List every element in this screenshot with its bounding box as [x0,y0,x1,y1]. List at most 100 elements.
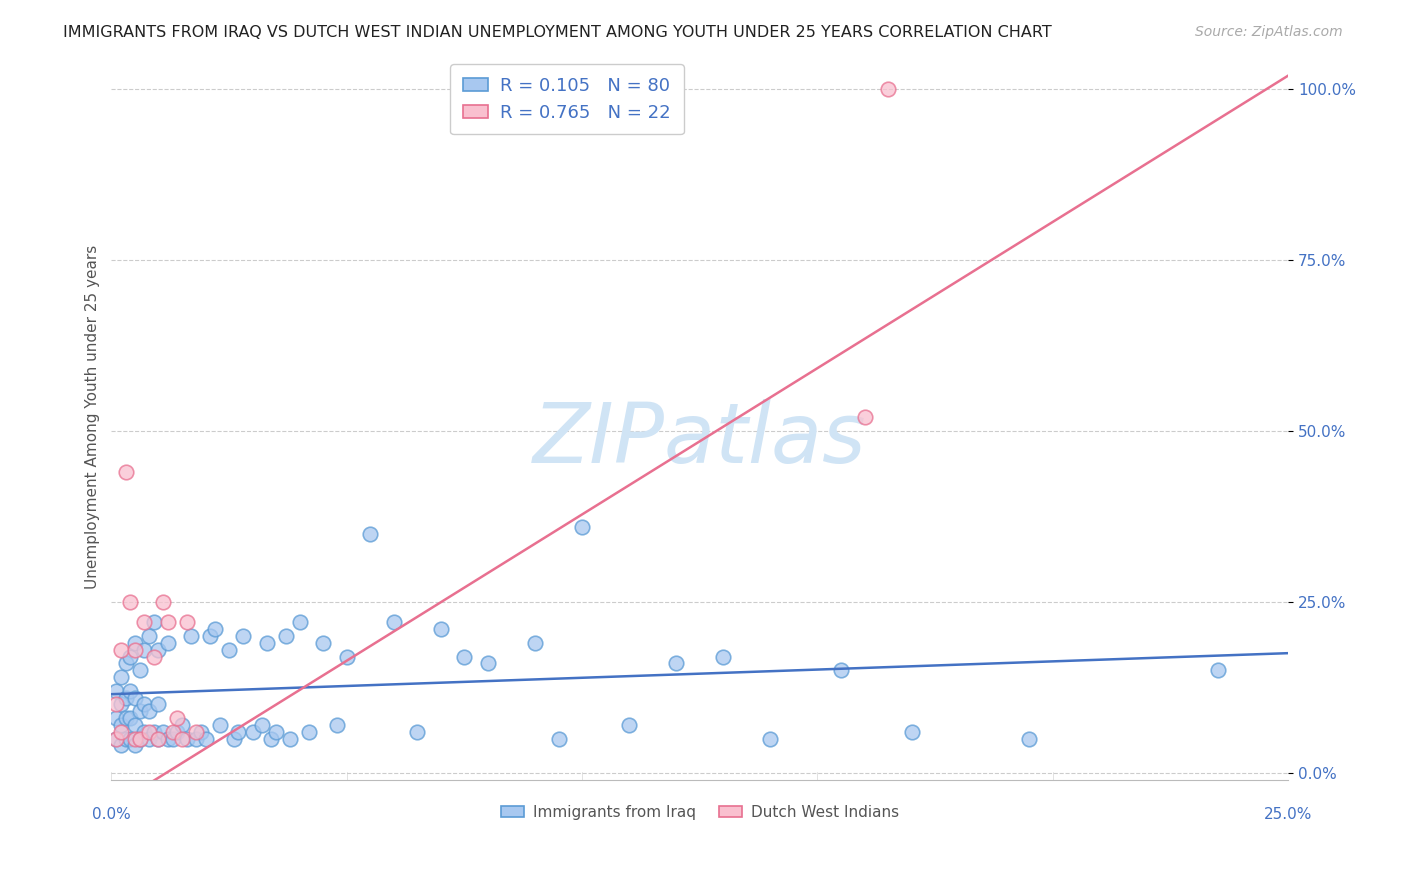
Point [142,649,165,664]
Point [264,724,287,739]
Point [110,739,132,753]
Text: ZIPatlas: ZIPatlas [533,399,866,480]
Point [176,615,198,630]
Point [190,724,212,739]
Point [1018,731,1040,746]
Point [256,636,278,650]
Point [110,724,132,739]
Point [152,724,174,739]
Point [110,698,132,712]
Point [124,636,146,650]
Point [128,704,150,718]
Point [170,731,193,746]
Point [524,636,547,650]
Point [142,615,165,630]
Point [218,642,240,657]
Point [204,622,226,636]
Point [110,718,132,732]
Point [477,657,499,671]
Point [711,649,734,664]
Point [105,711,128,725]
Point [148,731,170,746]
Point [830,663,852,677]
Point [184,731,207,746]
Point [162,724,184,739]
Point [114,711,136,725]
Point [134,615,156,630]
Point [166,711,188,725]
Point [1206,663,1229,677]
Point [382,615,405,630]
Point [105,698,128,712]
Text: IMMIGRANTS FROM IRAQ VS DUTCH WEST INDIAN UNEMPLOYMENT AMONG YOUTH UNDER 25 YEAR: IMMIGRANTS FROM IRAQ VS DUTCH WEST INDIA… [63,25,1052,40]
Point [222,731,245,746]
Point [547,731,569,746]
Point [162,731,184,746]
Point [900,724,922,739]
Point [138,704,160,718]
Point [200,629,222,643]
Point [759,731,782,746]
Point [124,642,146,657]
Point [128,663,150,677]
Point [170,718,193,732]
Point [242,724,264,739]
Point [114,690,136,705]
Point [114,465,136,479]
Point [156,731,179,746]
Point [148,731,170,746]
Point [124,690,146,705]
Point [571,520,593,534]
Point [156,615,179,630]
Point [138,731,160,746]
Point [274,629,297,643]
Point [124,731,146,746]
Point [156,636,179,650]
Point [359,526,381,541]
Point [148,698,170,712]
Point [430,622,453,636]
Point [853,410,876,425]
Point [232,629,254,643]
Point [120,711,142,725]
Point [128,731,150,746]
Point [120,731,142,746]
Point [124,718,146,732]
Point [176,731,198,746]
Point [120,595,142,609]
Text: 0.0%: 0.0% [91,807,131,822]
Point [406,724,429,739]
Point [250,718,273,732]
Point [665,657,688,671]
Point [134,724,156,739]
Point [228,724,250,739]
Point [453,649,475,664]
Point [142,724,165,739]
Point [105,731,128,746]
Text: Source: ZipAtlas.com: Source: ZipAtlas.com [1195,25,1343,39]
Point [114,731,136,746]
Point [877,82,900,96]
Point [208,718,231,732]
Point [120,649,142,664]
Point [105,683,128,698]
Point [128,731,150,746]
Point [288,615,311,630]
Point [110,670,132,684]
Point [180,629,202,643]
Point [278,731,301,746]
Point [148,642,170,657]
Point [194,731,217,746]
Text: 25.0%: 25.0% [1264,807,1312,822]
Point [152,595,174,609]
Point [138,629,160,643]
Y-axis label: Unemployment Among Youth under 25 years: Unemployment Among Youth under 25 years [86,245,100,590]
Point [105,731,128,746]
Point [298,724,321,739]
Legend: Immigrants from Iraq, Dutch West Indians: Immigrants from Iraq, Dutch West Indians [495,799,905,826]
Point [120,683,142,698]
Point [124,739,146,753]
Point [326,718,349,732]
Point [336,649,359,664]
Point [166,724,188,739]
